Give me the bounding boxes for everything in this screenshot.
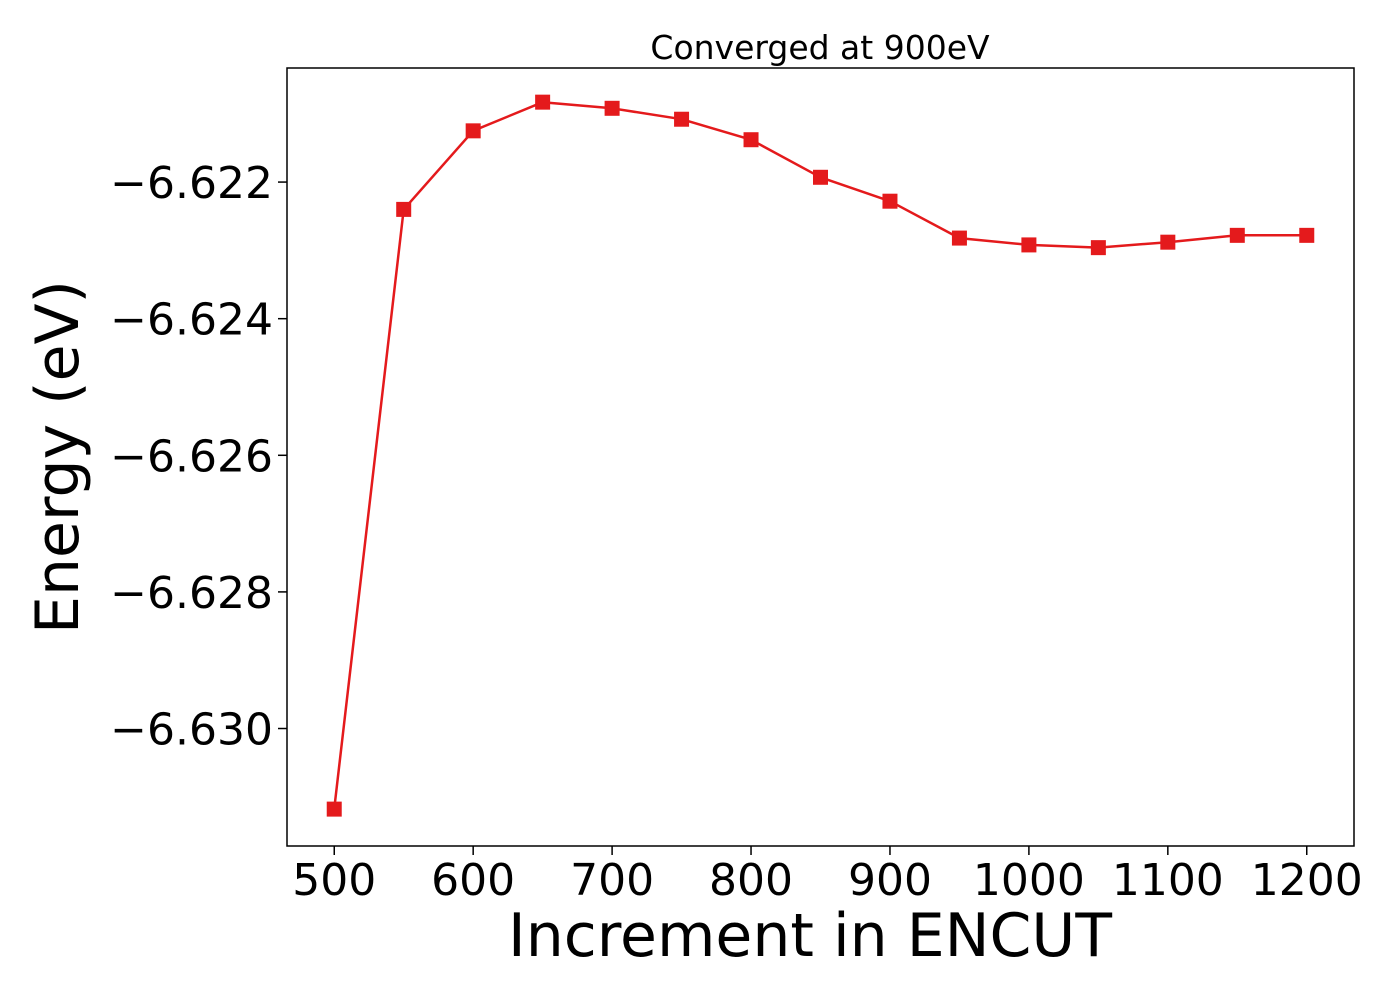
y-axis-title: Energy (eV) [23, 280, 93, 634]
x-axis: 500 600 700 800 900 1000 1100 1200 [292, 846, 1363, 906]
data-point [1229, 227, 1245, 243]
x-tick-label: 600 [431, 855, 515, 906]
data-point [1299, 227, 1315, 243]
y-axis: −6.622 −6.624 −6.626 −6.628 −6.630 [110, 158, 287, 756]
data-point [813, 169, 828, 185]
x-tick-label: 900 [848, 855, 932, 906]
chart-title: Converged at 900eV [650, 28, 990, 67]
y-tick-label: −6.630 [110, 705, 273, 756]
plot-frame [286, 67, 1355, 847]
x-tick-label: 1200 [1251, 855, 1363, 906]
y-tick-label: −6.626 [110, 431, 273, 482]
data-point [674, 111, 690, 127]
data-point [465, 123, 481, 139]
x-tick-label: 1100 [1112, 855, 1224, 906]
data-point [1090, 240, 1106, 256]
data-point [1160, 234, 1176, 250]
data-point [604, 100, 620, 116]
data-point [1021, 237, 1037, 253]
data-point [743, 132, 759, 148]
y-tick-label: −6.628 [110, 568, 273, 619]
y-tick-label: −6.624 [110, 295, 273, 346]
data-point [951, 230, 967, 246]
x-tick-label: 800 [709, 855, 793, 906]
x-tick-label: 1000 [973, 855, 1085, 906]
data-point [396, 201, 412, 217]
y-tick-label: −6.622 [110, 158, 273, 209]
data-point [882, 193, 898, 209]
series-line [332, 100, 1307, 810]
x-tick-label: 500 [292, 855, 376, 906]
plot-area [326, 94, 1315, 817]
x-axis-title: Increment in ENCUT [508, 901, 1112, 971]
data-point [535, 94, 551, 110]
x-tick-label: 700 [570, 855, 654, 906]
data-point [326, 801, 342, 817]
